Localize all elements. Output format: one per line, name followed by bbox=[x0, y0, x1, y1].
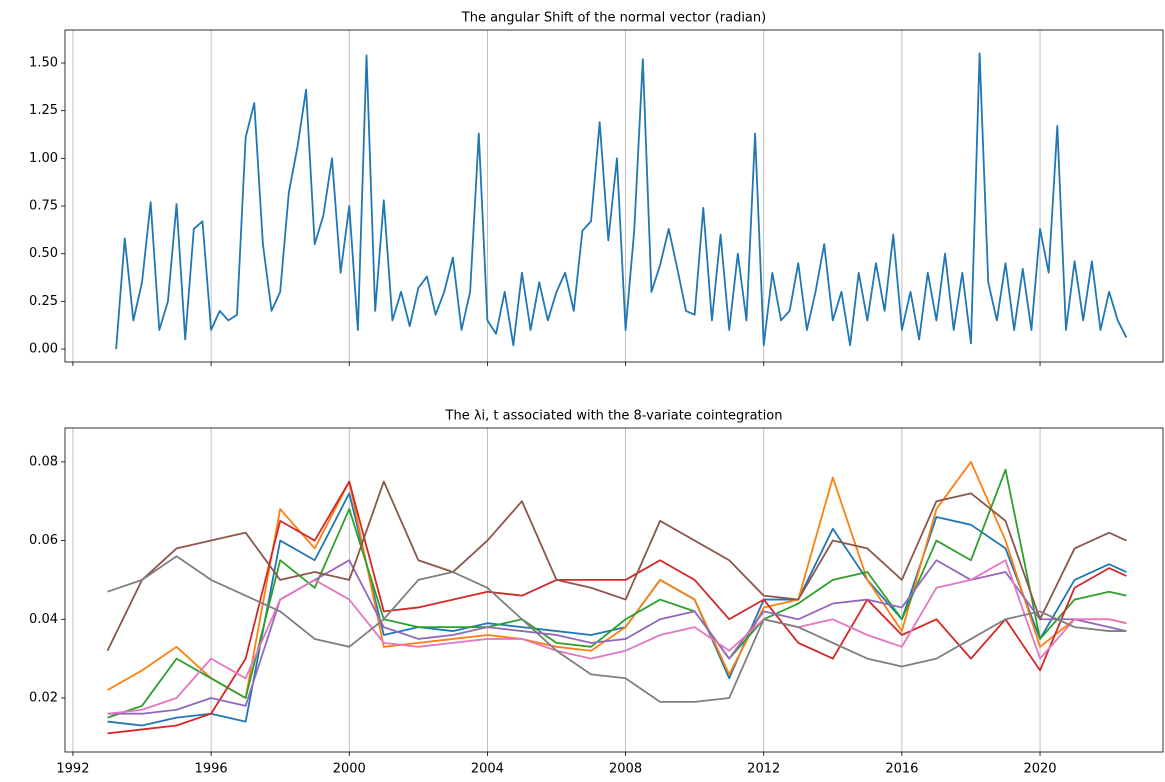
plot-frame bbox=[64, 29, 1164, 363]
series-line bbox=[107, 492, 1127, 727]
x-tick-label: 2012 bbox=[747, 762, 780, 777]
series-line bbox=[107, 480, 1127, 735]
x-tick-label: 2000 bbox=[333, 762, 366, 777]
chart-title: The angular Shift of the normal vector (… bbox=[461, 11, 766, 26]
y-tick-label: 0.50 bbox=[29, 246, 58, 261]
y-tick-label: 0.75 bbox=[29, 199, 58, 214]
chart-title: The λi, t associated with the 8-variate … bbox=[445, 409, 783, 424]
x-tick-label: 2020 bbox=[1023, 762, 1056, 777]
series-line bbox=[107, 468, 1127, 719]
y-tick-label: 0.08 bbox=[29, 454, 58, 469]
y-tick-label: 0.04 bbox=[29, 612, 58, 627]
series-line bbox=[107, 555, 1127, 703]
y-tick-label: 1.50 bbox=[29, 55, 58, 70]
y-tick-label: 0.02 bbox=[29, 690, 58, 705]
y-tick-label: 0.00 bbox=[29, 342, 58, 357]
series-line bbox=[106, 480, 1127, 652]
x-tick-label: 1996 bbox=[195, 762, 228, 777]
plot-frame bbox=[64, 427, 1164, 753]
series-line bbox=[107, 460, 1127, 699]
x-tick-label: 2004 bbox=[471, 762, 504, 777]
x-tick-label: 2008 bbox=[609, 762, 642, 777]
y-tick-label: 1.00 bbox=[29, 151, 58, 166]
x-tick-label: 2016 bbox=[885, 762, 918, 777]
y-tick-label: 0.25 bbox=[29, 294, 58, 309]
x-tick-label: 1992 bbox=[56, 762, 89, 777]
y-tick-label: 0.06 bbox=[29, 533, 58, 548]
series-line bbox=[115, 52, 1128, 350]
series-line bbox=[107, 559, 1127, 715]
y-tick-label: 1.25 bbox=[29, 103, 58, 118]
